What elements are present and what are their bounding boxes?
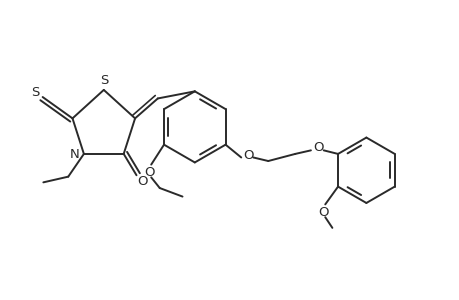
Text: S: S [31,86,39,99]
Text: O: O [312,141,323,154]
Text: O: O [137,175,147,188]
Text: N: N [70,148,79,161]
Text: O: O [318,206,328,219]
Text: S: S [100,74,108,87]
Text: O: O [242,149,253,162]
Text: O: O [144,166,155,179]
